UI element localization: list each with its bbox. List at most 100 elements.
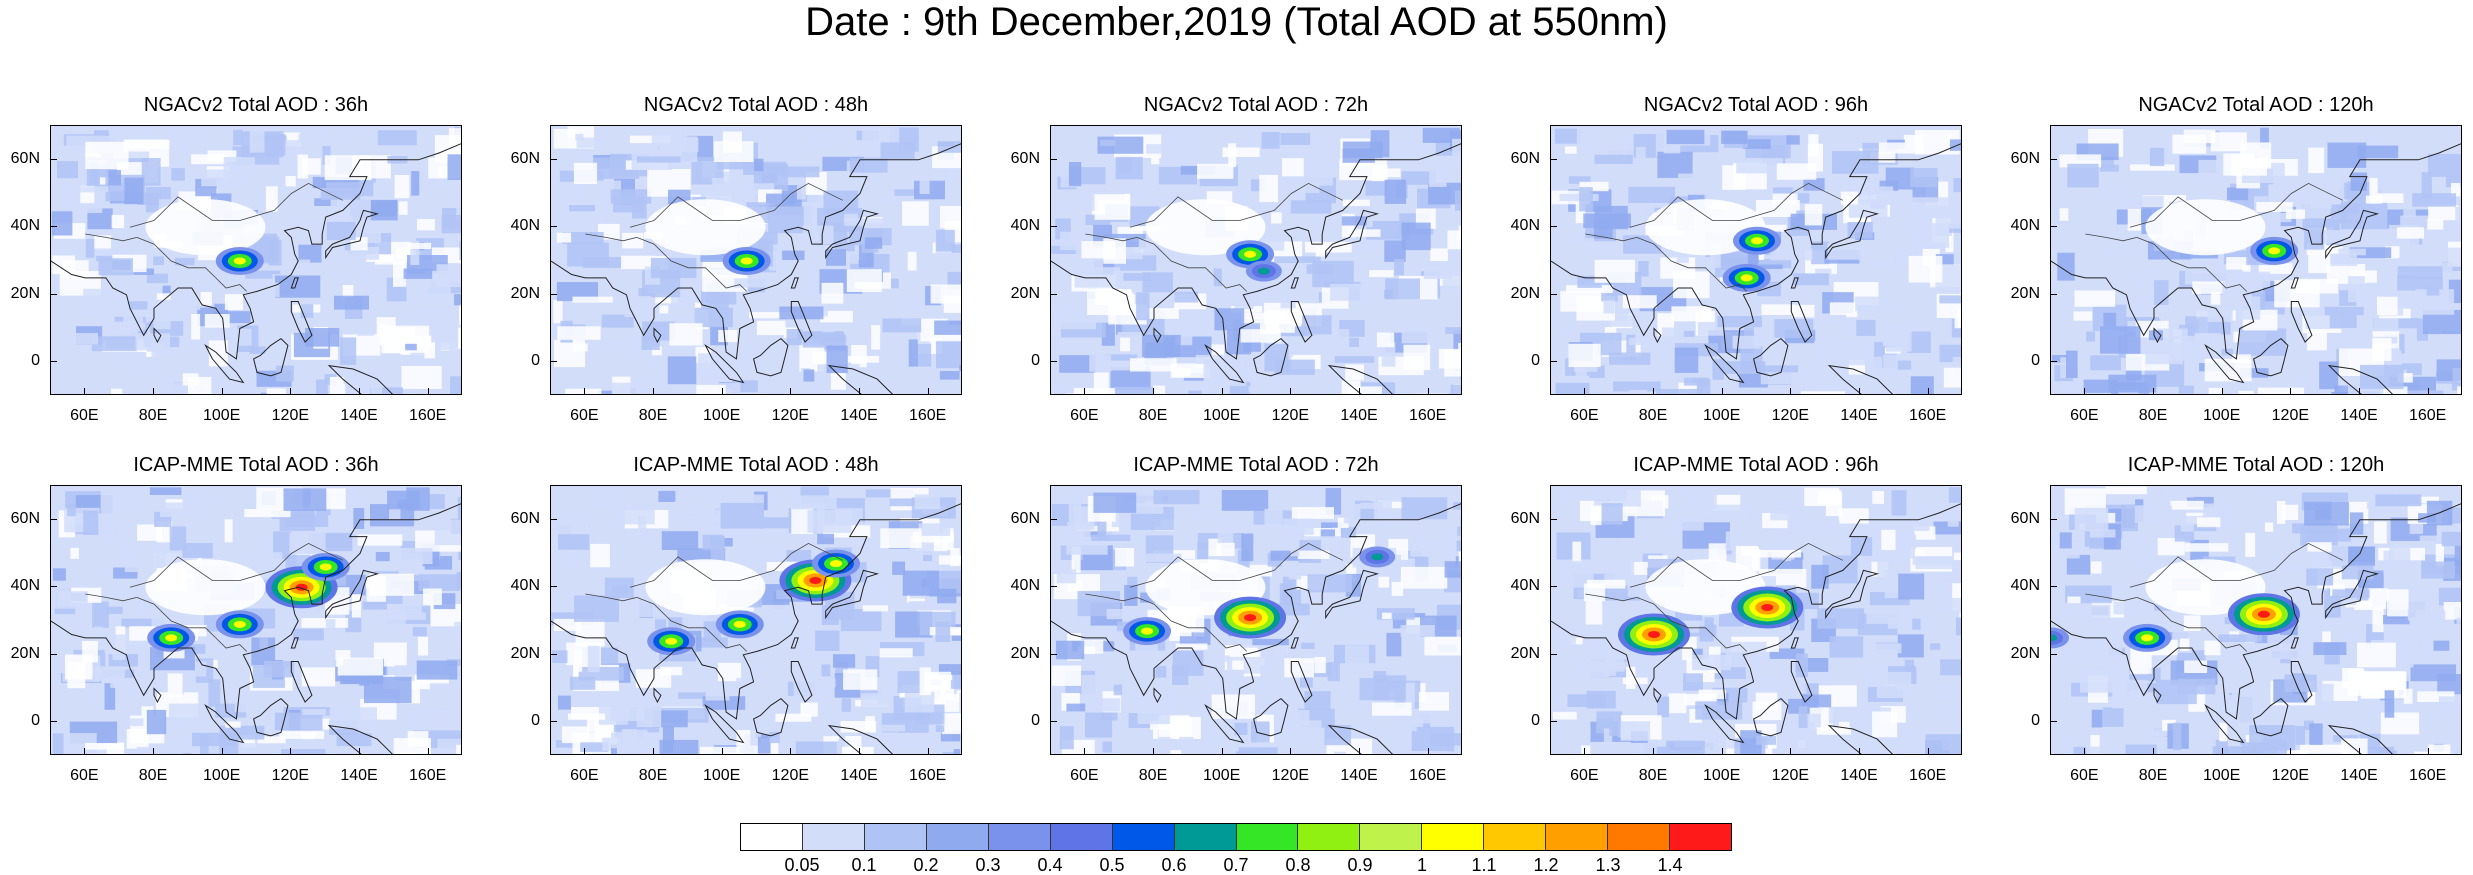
aod-cell: [1721, 131, 1747, 144]
aod-cell: [1385, 279, 1420, 300]
aod-cell: [1284, 658, 1314, 677]
aod-cell: [1372, 703, 1412, 716]
aod-cell: [1262, 132, 1280, 149]
aod-cell: [1770, 249, 1813, 261]
aod-cell: [1094, 698, 1121, 711]
x-tick-mark: [928, 748, 929, 755]
aod-cell: [1292, 507, 1334, 519]
aod-cell: [1091, 535, 1130, 541]
aod-cell: [1179, 737, 1193, 748]
aod-cell: [822, 664, 831, 676]
aod-cell: [436, 332, 460, 350]
aod-cell: [848, 356, 879, 363]
aod-cell: [1349, 338, 1359, 347]
aod-cell: [1640, 662, 1681, 680]
x-tick-mark: [1584, 748, 1585, 755]
aod-cell: [1909, 256, 1943, 283]
aod-cell: [558, 696, 571, 710]
aod-cell: [1151, 158, 1159, 165]
y-tick-mark: [1050, 519, 1057, 520]
aod-cell: [178, 144, 188, 158]
aod-cell: [632, 200, 647, 218]
aod-cell: [175, 258, 195, 265]
low-aod-region: [146, 199, 266, 255]
y-tick-mark: [50, 294, 57, 295]
aod-cell: [450, 376, 462, 395]
aod-cell: [2067, 164, 2098, 188]
aod-cell: [1629, 390, 1647, 395]
aod-cell: [1956, 617, 1962, 635]
x-tick-label: 60E: [1559, 407, 1609, 425]
x-tick-label: 160E: [2403, 407, 2453, 425]
aod-cell: [1950, 139, 1962, 150]
aod-hotspot: [320, 564, 332, 571]
aod-cell: [404, 269, 433, 279]
aod-cell: [2357, 643, 2396, 668]
x-tick-mark: [1359, 748, 1360, 755]
x-tick-label: 80E: [628, 407, 678, 425]
aod-cell: [258, 297, 272, 323]
aod-cell: [847, 269, 882, 292]
aod-cell: [917, 344, 931, 367]
aod-cell: [1561, 488, 1580, 501]
aod-cell: [285, 515, 328, 527]
aod-cell: [2179, 386, 2194, 395]
y-tick-label: 40N: [0, 217, 40, 235]
aod-cell: [1667, 130, 1705, 144]
aod-cell: [1774, 319, 1813, 338]
aod-cell: [1060, 726, 1074, 749]
aod-cell: [781, 167, 819, 178]
aod-hotspot: [1371, 553, 1383, 560]
aod-cell: [188, 377, 211, 395]
aod-cell: [2146, 343, 2184, 364]
aod-cell: [1839, 722, 1850, 730]
x-tick-label: 80E: [1128, 407, 1178, 425]
aod-cell: [1377, 168, 1401, 177]
x-tick-mark: [1859, 388, 1860, 395]
aod-cell: [458, 497, 462, 521]
aod-cell: [1898, 634, 1924, 657]
aod-cell: [558, 534, 589, 550]
aod-cell: [718, 330, 737, 342]
aod-cell: [1762, 304, 1795, 315]
aod-cell: [2457, 618, 2463, 624]
x-tick-label: 100E: [197, 407, 247, 425]
aod-cell: [638, 516, 646, 540]
aod-cell: [1345, 645, 1369, 673]
aod-cell: [879, 725, 906, 732]
x-tick-mark: [1722, 388, 1723, 395]
y-tick-mark: [50, 654, 57, 655]
x-tick-mark: [2290, 748, 2291, 755]
aod-cell: [201, 170, 249, 187]
aod-cell: [131, 492, 140, 500]
aod-cell: [1429, 161, 1446, 187]
aod-cell: [2381, 170, 2411, 180]
aod-cell: [357, 327, 374, 336]
aod-cell: [678, 692, 706, 699]
panel-title: ICAP-MME Total AOD : 96h: [1550, 453, 1962, 477]
aod-cell: [959, 365, 962, 371]
x-tick-label: 60E: [1559, 767, 1609, 785]
x-tick-label: 160E: [1903, 767, 1953, 785]
aod-cell: [1256, 678, 1268, 690]
x-tick-mark: [1928, 388, 1929, 395]
aod-cell: [2322, 632, 2331, 643]
aod-cell: [2226, 257, 2248, 270]
aod-cell: [1424, 637, 1462, 656]
aod-cell: [1289, 569, 1302, 579]
map-panel: [2050, 485, 2462, 755]
aod-cell: [1259, 175, 1278, 202]
aod-cell: [401, 366, 441, 389]
aod-cell: [1939, 683, 1956, 699]
aod-cell: [1786, 135, 1799, 144]
aod-cell: [1452, 139, 1462, 164]
aod-cell: [2304, 225, 2324, 249]
y-tick-label: 40N: [2000, 217, 2040, 235]
aod-cell: [554, 129, 577, 149]
aod-cell: [1567, 694, 1605, 707]
aod-cell: [900, 736, 941, 746]
aod-cell: [920, 667, 931, 695]
aod-cell: [2231, 158, 2267, 176]
x-tick-label: 80E: [128, 767, 178, 785]
panel-title: NGACv2 Total AOD : 120h: [2050, 93, 2462, 117]
